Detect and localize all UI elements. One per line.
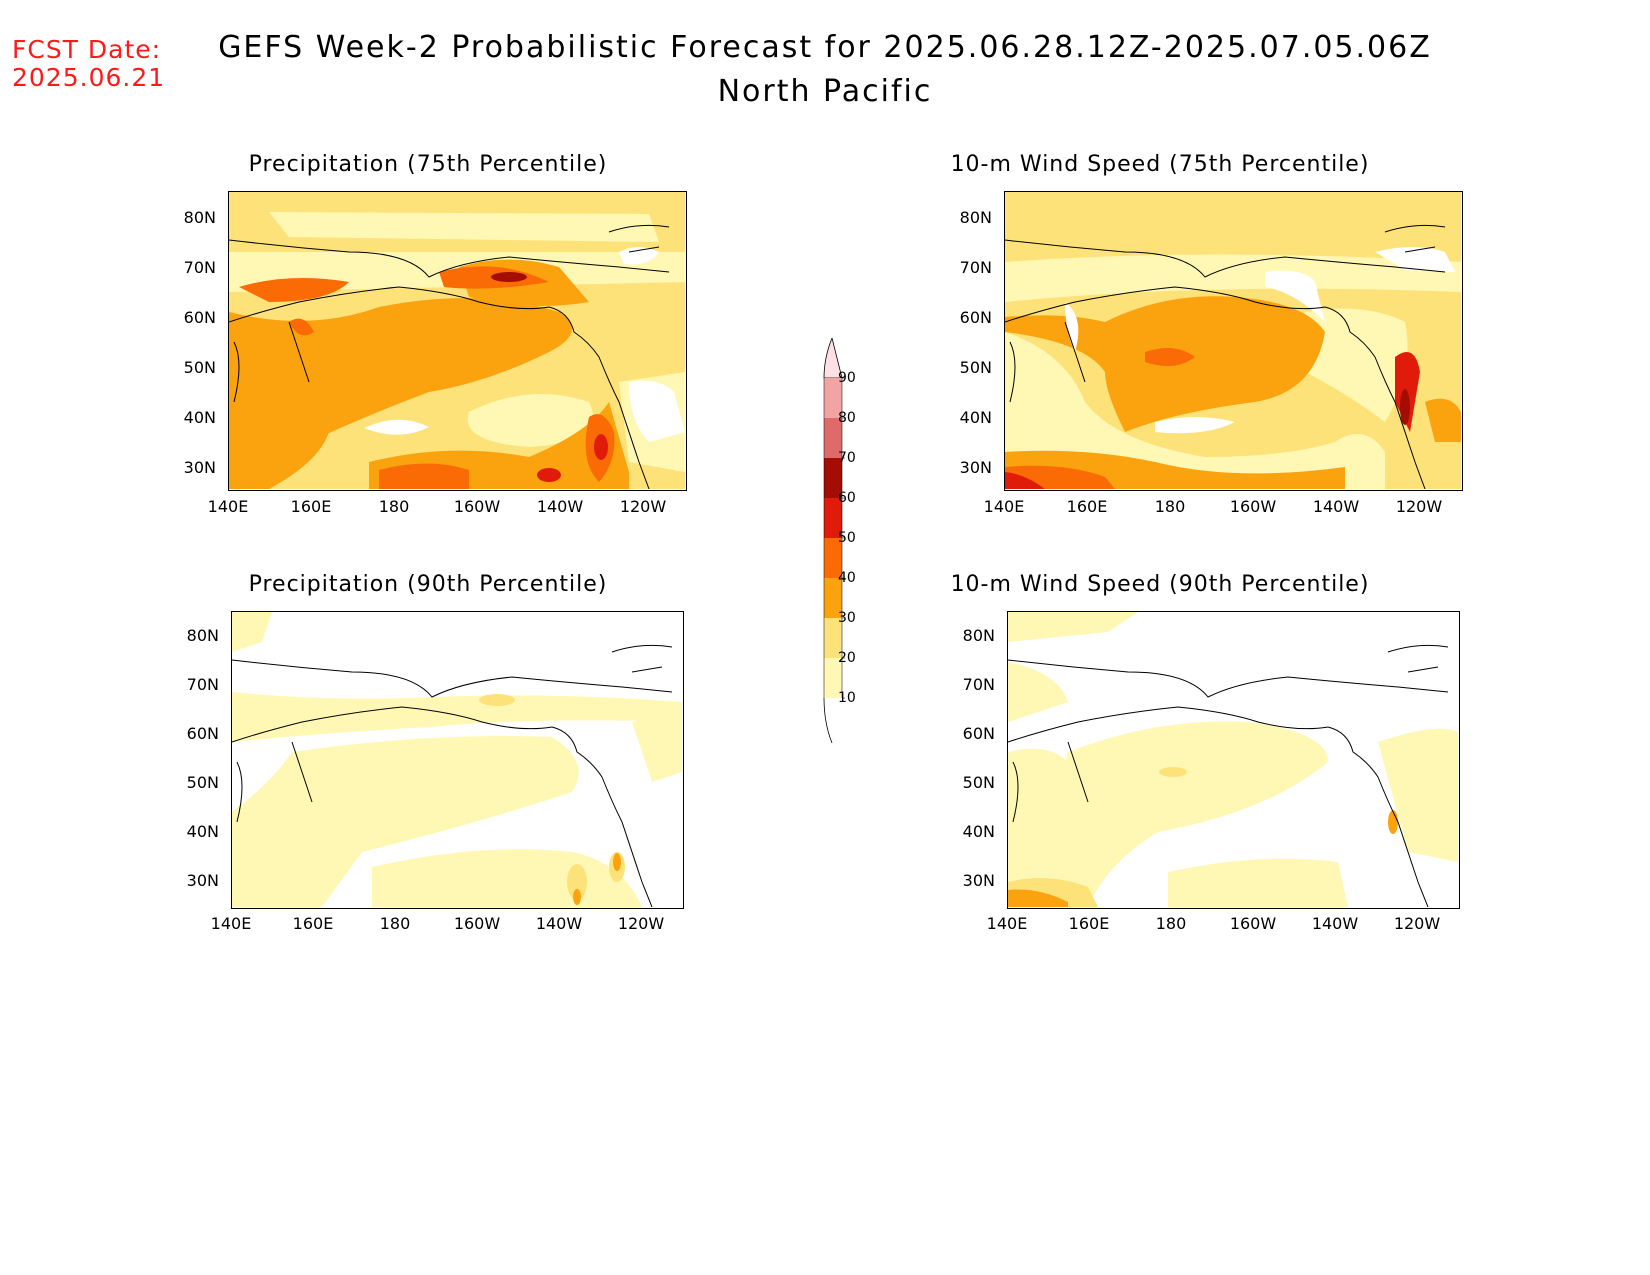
lon-label-180: 180 bbox=[1154, 497, 1186, 516]
lon-label-140w: 140W bbox=[535, 914, 583, 933]
lat-label-60n: 60N bbox=[962, 724, 995, 743]
colorbar-swatch-30 bbox=[824, 578, 842, 618]
lat-label-30n: 30N bbox=[186, 871, 219, 890]
forecast-date-label: FCST Date: bbox=[12, 35, 162, 64]
colorbar-label-60: 60 bbox=[838, 490, 856, 506]
lon-label-140e: 140E bbox=[983, 497, 1025, 516]
lat-label-80n: 80N bbox=[183, 208, 216, 227]
colorbar-swatch-60 bbox=[824, 458, 842, 498]
colorbar-label-80: 80 bbox=[838, 410, 856, 426]
lat-label-60n: 60N bbox=[186, 724, 219, 743]
lon-label-160w: 160W bbox=[453, 497, 501, 516]
lat-label-30n: 30N bbox=[962, 871, 995, 890]
lat-label-50n: 50N bbox=[962, 773, 995, 792]
colorbar-bottom-cap bbox=[823, 697, 833, 744]
colorbar-swatch-40 bbox=[824, 538, 842, 578]
lat-label-70n: 70N bbox=[959, 258, 992, 277]
forecast-date-value: 2025.06.21 bbox=[12, 63, 166, 92]
lat-label-40n: 40N bbox=[186, 822, 219, 841]
lat-label-30n: 30N bbox=[959, 458, 992, 477]
lon-label-140w: 140W bbox=[1311, 914, 1359, 933]
panel-title-precip75: Precipitation (75th Percentile) bbox=[248, 152, 608, 177]
lat-label-50n: 50N bbox=[183, 358, 216, 377]
lat-label-50n: 50N bbox=[186, 773, 219, 792]
lat-label-40n: 40N bbox=[959, 408, 992, 427]
lon-label-140w: 140W bbox=[536, 497, 584, 516]
lat-label-60n: 60N bbox=[959, 308, 992, 327]
lon-label-140e: 140E bbox=[210, 914, 252, 933]
lon-label-120w: 120W bbox=[1393, 914, 1441, 933]
region-subtitle: North Pacific bbox=[717, 74, 933, 109]
panel-title-precip90: Precipitation (90th Percentile) bbox=[248, 572, 608, 597]
lon-label-160e: 160E bbox=[292, 914, 334, 933]
colorbar-swatch-70 bbox=[824, 418, 842, 458]
lon-label-160e: 160E bbox=[1068, 914, 1110, 933]
lon-label-160e: 160E bbox=[1066, 497, 1108, 516]
colorbar-swatch-80 bbox=[824, 378, 842, 418]
lon-label-180: 180 bbox=[1155, 914, 1187, 933]
colorbar-swatch-50 bbox=[824, 498, 842, 538]
colorbar-swatch-10 bbox=[824, 658, 842, 698]
lon-label-160e: 160E bbox=[290, 497, 332, 516]
map-precip75 bbox=[228, 191, 687, 491]
lon-label-160w: 160W bbox=[453, 914, 501, 933]
lat-label-40n: 40N bbox=[183, 408, 216, 427]
lon-label-140e: 140E bbox=[986, 914, 1028, 933]
colorbar-label-90: 90 bbox=[838, 370, 856, 386]
lon-label-120w: 120W bbox=[617, 914, 665, 933]
map-wind90 bbox=[1007, 611, 1460, 909]
lat-label-50n: 50N bbox=[959, 358, 992, 377]
lon-label-160w: 160W bbox=[1229, 914, 1277, 933]
colorbar bbox=[812, 336, 872, 748]
main-title: GEFS Week-2 Probabilistic Forecast for 2… bbox=[218, 30, 1432, 65]
panel-title-wind75: 10-m Wind Speed (75th Percentile) bbox=[950, 152, 1370, 177]
lat-label-30n: 30N bbox=[183, 458, 216, 477]
map-wind75 bbox=[1004, 191, 1463, 491]
forecast-date-block: FCST Date: 2025.06.21 bbox=[12, 36, 165, 92]
lat-label-70n: 70N bbox=[186, 675, 219, 694]
lat-label-40n: 40N bbox=[962, 822, 995, 841]
map-precip90 bbox=[231, 611, 684, 909]
colorbar-label-50: 50 bbox=[838, 530, 856, 546]
lat-label-80n: 80N bbox=[959, 208, 992, 227]
lon-label-180: 180 bbox=[378, 497, 410, 516]
lon-label-140w: 140W bbox=[1312, 497, 1360, 516]
lat-label-80n: 80N bbox=[186, 626, 219, 645]
colorbar-label-30: 30 bbox=[838, 610, 856, 626]
lon-label-180: 180 bbox=[379, 914, 411, 933]
lat-label-70n: 70N bbox=[962, 675, 995, 694]
lon-label-160w: 160W bbox=[1229, 497, 1277, 516]
colorbar-swatch-20 bbox=[824, 618, 842, 658]
lat-label-80n: 80N bbox=[962, 626, 995, 645]
colorbar-label-20: 20 bbox=[838, 650, 856, 666]
lon-label-140e: 140E bbox=[207, 497, 249, 516]
lat-label-60n: 60N bbox=[183, 308, 216, 327]
panel-title-wind90: 10-m Wind Speed (90th Percentile) bbox=[950, 572, 1370, 597]
lon-label-120w: 120W bbox=[1395, 497, 1443, 516]
lon-label-120w: 120W bbox=[619, 497, 667, 516]
colorbar-label-40: 40 bbox=[838, 570, 856, 586]
colorbar-label-10: 10 bbox=[838, 690, 856, 706]
colorbar-label-70: 70 bbox=[838, 450, 856, 466]
lat-label-70n: 70N bbox=[183, 258, 216, 277]
